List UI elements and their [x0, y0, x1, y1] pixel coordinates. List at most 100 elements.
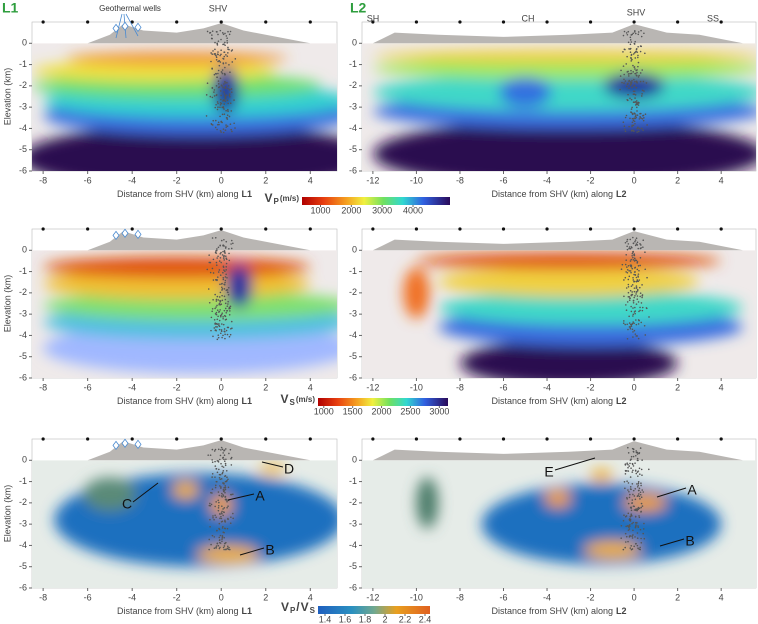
earthquake: [633, 509, 636, 511]
earthquake: [219, 256, 222, 259]
earthquake: [622, 65, 625, 67]
earthquake: [228, 93, 231, 95]
earthquake: [625, 535, 628, 538]
earthquake: [211, 472, 214, 475]
earthquake: [221, 32, 224, 34]
earthquake: [631, 483, 634, 485]
earthquake: [638, 286, 641, 289]
earthquake: [214, 293, 216, 296]
earthquake: [639, 50, 642, 53]
earthquake: [631, 535, 633, 538]
earthquake: [632, 469, 634, 472]
earthquake: [642, 119, 645, 122]
earthquake: [215, 94, 218, 97]
earthquake: [641, 69, 644, 71]
earthquake: [626, 525, 629, 527]
earthquake: [221, 69, 224, 71]
earthquake: [625, 309, 628, 311]
y-tick-label: -6: [349, 582, 357, 592]
feature-label: C: [122, 496, 132, 512]
topography: [372, 231, 743, 251]
y-tick-label: -1: [349, 59, 357, 69]
earthquake: [223, 108, 225, 110]
earthquake: [212, 119, 215, 122]
earthquake: [213, 518, 215, 521]
velocity-anomaly: [438, 290, 743, 325]
earthquake: [233, 122, 235, 125]
x-axis-label-text: Distance from SHV (km) along: [117, 396, 239, 406]
earthquake: [224, 486, 226, 489]
earthquake: [211, 534, 214, 537]
earthquake: [224, 475, 226, 478]
earthquake: [625, 304, 627, 306]
earthquake: [207, 288, 210, 290]
earthquake: [223, 536, 225, 539]
earthquake: [636, 537, 639, 539]
earthquake: [632, 250, 634, 253]
earthquake: [221, 85, 223, 87]
earthquake: [224, 462, 227, 465]
blobs: [32, 51, 337, 171]
earthquake: [634, 498, 637, 501]
earthquake: [634, 32, 637, 35]
x-tick-label: -10: [410, 175, 423, 185]
earthquake: [211, 53, 214, 55]
earthquake: [639, 491, 642, 494]
earthquake: [632, 465, 635, 467]
x-tick-label: 0: [219, 592, 224, 602]
x-tick-label: -12: [366, 382, 379, 392]
velocity-anomaly: [403, 267, 430, 319]
earthquake: [222, 470, 225, 472]
earthquake: [223, 51, 226, 53]
earthquake: [220, 449, 222, 451]
earthquake: [640, 247, 642, 249]
earthquake: [626, 33, 629, 36]
earthquake: [623, 128, 626, 131]
earthquake: [219, 291, 222, 294]
earthquake: [226, 277, 228, 279]
earthquake: [634, 122, 636, 125]
earthquake: [630, 266, 633, 268]
earthquake: [226, 116, 228, 119]
earthquake: [222, 482, 225, 484]
earthquake: [218, 302, 221, 305]
x-tick-label: -4: [543, 175, 551, 185]
earthquake: [213, 536, 216, 538]
earthquake: [222, 276, 225, 279]
earthquake: [639, 264, 641, 267]
earthquake: [629, 117, 631, 120]
earthquake: [218, 468, 220, 471]
earthquake: [626, 301, 629, 303]
tomogram: [32, 250, 337, 378]
earthquake: [635, 319, 637, 321]
earthquake: [636, 471, 639, 473]
feature-label: B: [265, 542, 274, 558]
top-tick: [545, 20, 549, 24]
earthquake: [636, 103, 639, 106]
earthquake: [627, 540, 629, 543]
earthquake: [217, 315, 219, 318]
earthquake: [222, 466, 225, 468]
earthquake: [632, 313, 635, 316]
earthquake: [626, 245, 628, 248]
earthquake: [214, 460, 216, 463]
earthquake: [631, 471, 634, 473]
earthquake: [631, 522, 633, 525]
earthquake: [640, 117, 642, 119]
earthquake: [229, 310, 231, 312]
earthquake: [624, 541, 627, 543]
earthquake: [631, 117, 634, 120]
earthquake: [227, 46, 229, 49]
y-tick-label: 0: [22, 38, 27, 48]
earthquake: [645, 82, 648, 84]
earthquake: [211, 37, 213, 40]
earthquake: [631, 112, 634, 115]
earthquake: [643, 324, 646, 327]
colorbar-tick-label: 4000: [403, 205, 423, 215]
earthquake: [634, 97, 636, 99]
y-tick-label: 0: [352, 455, 357, 465]
earthquake: [214, 54, 217, 56]
earthquake: [632, 331, 634, 333]
earthquake: [224, 100, 227, 103]
earthquake: [641, 93, 643, 95]
